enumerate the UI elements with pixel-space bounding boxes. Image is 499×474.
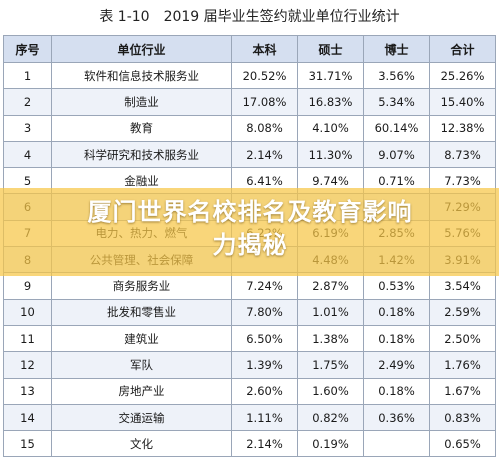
cell-total: 1.76% xyxy=(429,351,496,379)
cell-master: 1.01% xyxy=(297,298,364,326)
cell-index: 11 xyxy=(3,324,52,353)
cell-total: 8.73% xyxy=(429,140,496,169)
cell-bachelor: 1.11% xyxy=(231,403,298,432)
table-row: 3 教育 8.08% 4.10% 60.14% 12.38% xyxy=(3,114,496,142)
cell-doctor: 9.07% xyxy=(363,140,430,169)
cell-industry: 房地产业 xyxy=(51,377,232,405)
overlay-banner-text: 厦门世界名校排名及教育影响 力揭秘 xyxy=(40,196,460,262)
cell-total: 1.67% xyxy=(429,377,496,405)
cell-doctor: 0.18% xyxy=(363,324,430,353)
cell-bachelor: 1.39% xyxy=(231,351,298,379)
cell-doctor: 2.49% xyxy=(363,351,430,379)
cell-doctor: 0.36% xyxy=(363,403,430,432)
cell-doctor: 3.56% xyxy=(363,61,430,90)
table-row: 11 建筑业 6.50% 1.38% 0.18% 2.50% xyxy=(3,324,496,353)
cell-doctor: 0.18% xyxy=(363,298,430,326)
header-master: 硕士 xyxy=(297,35,364,63)
cell-total: 25.26% xyxy=(429,61,496,90)
cell-master: 1.60% xyxy=(297,377,364,405)
cell-index: 2 xyxy=(3,88,52,116)
cell-industry: 建筑业 xyxy=(51,324,232,353)
table-row: 12 军队 1.39% 1.75% 2.49% 1.76% xyxy=(3,351,496,379)
cell-total: 12.38% xyxy=(429,114,496,142)
cell-industry: 商务服务业 xyxy=(51,272,232,300)
cell-total: 15.40% xyxy=(429,88,496,116)
cell-industry: 科学研究和技术服务业 xyxy=(51,140,232,169)
cell-index: 1 xyxy=(3,61,52,90)
cell-master: 11.30% xyxy=(297,140,364,169)
cell-master: 16.83% xyxy=(297,88,364,116)
cell-total: 0.65% xyxy=(429,430,496,458)
cell-index: 12 xyxy=(3,351,52,379)
cell-index: 13 xyxy=(3,377,52,405)
cell-total: 0.83% xyxy=(429,403,496,432)
cell-doctor: 0.53% xyxy=(363,272,430,300)
table-row: 14 交通运输 1.11% 0.82% 0.36% 0.83% xyxy=(3,403,496,432)
cell-bachelor: 6.50% xyxy=(231,324,298,353)
cell-master: 1.38% xyxy=(297,324,364,353)
cell-master: 4.10% xyxy=(297,114,364,142)
table-row: 9 商务服务业 7.24% 2.87% 0.53% 3.54% xyxy=(3,272,496,300)
cell-bachelor: 2.14% xyxy=(231,140,298,169)
cell-doctor: 5.34% xyxy=(363,88,430,116)
cell-index: 9 xyxy=(3,272,52,300)
cell-total: 3.54% xyxy=(429,272,496,300)
cell-industry: 交通运输 xyxy=(51,403,232,432)
header-total: 合计 xyxy=(429,35,496,63)
banner-line-2: 力揭秘 xyxy=(212,231,288,259)
cell-doctor: 0.18% xyxy=(363,377,430,405)
cell-bachelor: 2.60% xyxy=(231,377,298,405)
table-title: 表 1-10 2019 届毕业生签约就业单位行业统计 xyxy=(99,9,400,25)
table-row: 15 文化 2.14% 0.19% 0.65% xyxy=(3,430,496,458)
cell-industry: 制造业 xyxy=(51,88,232,116)
cell-industry: 军队 xyxy=(51,351,232,379)
cell-doctor: 60.14% xyxy=(363,114,430,142)
cell-bachelor: 8.08% xyxy=(231,114,298,142)
header-bachelor: 本科 xyxy=(231,35,298,63)
table-header-row: 序号 单位行业 本科 硕士 博士 合计 xyxy=(3,35,496,63)
cell-master: 2.87% xyxy=(297,272,364,300)
cell-index: 15 xyxy=(3,430,52,458)
cell-doctor xyxy=(363,430,430,458)
cell-industry: 软件和信息技术服务业 xyxy=(51,61,232,90)
cell-master: 0.19% xyxy=(297,430,364,458)
cell-bachelor: 20.52% xyxy=(231,61,298,90)
cell-total: 2.50% xyxy=(429,324,496,353)
cell-index: 3 xyxy=(3,114,52,142)
table-row: 2 制造业 17.08% 16.83% 5.34% 15.40% xyxy=(3,88,496,116)
header-index: 序号 xyxy=(3,35,52,63)
cell-bachelor: 2.14% xyxy=(231,430,298,458)
cell-master: 1.75% xyxy=(297,351,364,379)
header-industry: 单位行业 xyxy=(51,35,232,63)
cell-index: 10 xyxy=(3,298,52,326)
table-row: 13 房地产业 2.60% 1.60% 0.18% 1.67% xyxy=(3,377,496,405)
table-row: 10 批发和零售业 7.80% 1.01% 0.18% 2.59% xyxy=(3,298,496,326)
cell-total: 2.59% xyxy=(429,298,496,326)
cell-industry: 文化 xyxy=(51,430,232,458)
table-row: 1 软件和信息技术服务业 20.52% 31.71% 3.56% 25.26% xyxy=(3,61,496,90)
cell-master: 31.71% xyxy=(297,61,364,90)
cell-index: 14 xyxy=(3,403,52,432)
header-doctor: 博士 xyxy=(363,35,430,63)
cell-index: 4 xyxy=(3,140,52,169)
cell-master: 0.82% xyxy=(297,403,364,432)
banner-line-1: 厦门世界名校排名及教育影响 xyxy=(87,198,413,226)
cell-industry: 教育 xyxy=(51,114,232,142)
cell-industry: 批发和零售业 xyxy=(51,298,232,326)
table-row: 4 科学研究和技术服务业 2.14% 11.30% 9.07% 8.73% xyxy=(3,140,496,169)
overlay-banner xyxy=(0,188,499,276)
cell-bachelor: 7.80% xyxy=(231,298,298,326)
cell-bachelor: 17.08% xyxy=(231,88,298,116)
cell-bachelor: 7.24% xyxy=(231,272,298,300)
